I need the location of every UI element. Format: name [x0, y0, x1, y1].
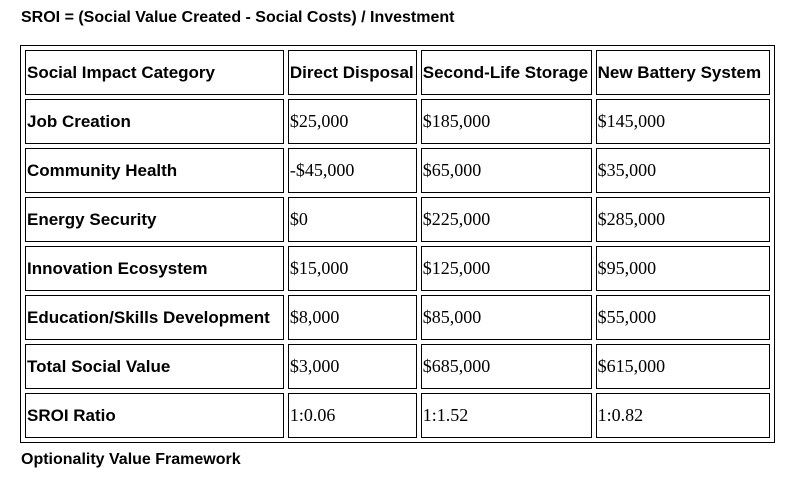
value-cell: $685,000: [420, 344, 592, 389]
value-cell: $285,000: [595, 197, 770, 242]
table-row: SROI Ratio 1:0.06 1:1.52 1:0.82: [25, 393, 770, 438]
row-label: Community Health: [25, 148, 284, 193]
value-cell: $8,000: [287, 295, 417, 340]
table-row: Energy Security $0 $225,000 $285,000: [25, 197, 770, 242]
header-row: Social Impact Category Direct Disposal S…: [25, 50, 770, 95]
value-cell: $125,000: [420, 246, 592, 291]
header-cell: New Battery System: [595, 50, 770, 95]
row-label: Education/Skills Development: [25, 295, 284, 340]
value-cell: $95,000: [595, 246, 770, 291]
table-row: Community Health -$45,000 $65,000 $35,000: [25, 148, 770, 193]
section-heading: Optionality Value Framework: [21, 451, 241, 468]
value-cell: 1:0.06: [287, 393, 417, 438]
table-row: Total Social Value $3,000 $685,000 $615,000: [25, 344, 770, 389]
value-cell: $225,000: [420, 197, 592, 242]
value-cell: $25,000: [287, 99, 417, 144]
header-cell: Second-Life Storage: [420, 50, 592, 95]
value-cell: $145,000: [595, 99, 770, 144]
value-cell: $0: [287, 197, 417, 242]
table-row: Education/Skills Development $8,000 $85,00…: [25, 295, 770, 340]
value-cell: $85,000: [420, 295, 592, 340]
table-row: Job Creation $25,000 $185,000 $145,000: [25, 99, 770, 144]
row-label: Job Creation: [25, 99, 284, 144]
sroi-table: Social Impact Category Direct Disposal S…: [20, 45, 775, 443]
row-label: Innovation Ecosystem: [25, 246, 284, 291]
table-row: Innovation Ecosystem $15,000 $125,000 $95,0…: [25, 246, 770, 291]
value-cell: $185,000: [420, 99, 592, 144]
table-body: Social Impact Category Direct Disposal S…: [25, 50, 770, 438]
value-cell: $3,000: [287, 344, 417, 389]
value-cell: 1:0.82: [595, 393, 770, 438]
value-cell: $615,000: [595, 344, 770, 389]
value-cell: -$45,000: [287, 148, 417, 193]
header-cell: Direct Disposal: [287, 50, 417, 95]
row-label: Total Social Value: [25, 344, 284, 389]
value-cell: $35,000: [595, 148, 770, 193]
formula-title: SROI = (Social Value Created - Social Co…: [21, 9, 455, 26]
row-label: Energy Security: [25, 197, 284, 242]
row-label: SROI Ratio: [25, 393, 284, 438]
value-cell: $65,000: [420, 148, 592, 193]
value-cell: $55,000: [595, 295, 770, 340]
header-cell: Social Impact Category: [25, 50, 284, 95]
value-cell: 1:1.52: [420, 393, 592, 438]
value-cell: $15,000: [287, 246, 417, 291]
